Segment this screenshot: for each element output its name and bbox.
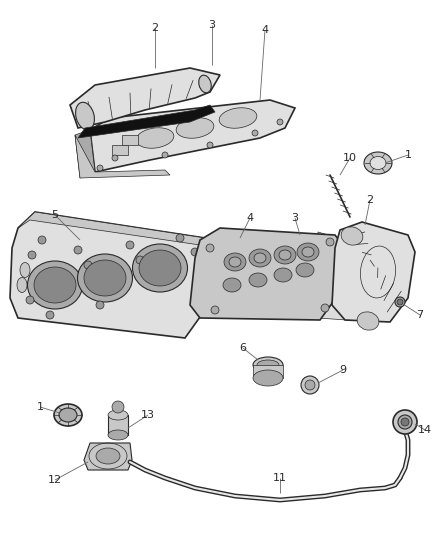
Ellipse shape <box>133 244 187 292</box>
Ellipse shape <box>296 263 314 277</box>
Text: 9: 9 <box>339 365 346 375</box>
Circle shape <box>395 297 405 307</box>
Text: 4: 4 <box>261 25 268 35</box>
Circle shape <box>252 130 258 136</box>
Text: 11: 11 <box>273 473 287 483</box>
Text: 5: 5 <box>52 210 59 220</box>
Text: 3: 3 <box>208 20 215 30</box>
Ellipse shape <box>176 118 214 138</box>
Ellipse shape <box>54 404 82 426</box>
Ellipse shape <box>199 75 211 93</box>
FancyBboxPatch shape <box>122 135 138 145</box>
Ellipse shape <box>139 250 181 286</box>
Ellipse shape <box>249 273 267 287</box>
Ellipse shape <box>249 249 271 267</box>
Circle shape <box>207 142 213 148</box>
Ellipse shape <box>341 227 363 245</box>
Polygon shape <box>10 212 218 338</box>
Polygon shape <box>310 232 398 322</box>
Text: 2: 2 <box>152 23 159 33</box>
Circle shape <box>305 380 315 390</box>
Circle shape <box>26 296 34 304</box>
Ellipse shape <box>274 268 292 282</box>
Polygon shape <box>84 443 132 470</box>
Circle shape <box>321 304 329 312</box>
Ellipse shape <box>253 357 283 373</box>
Ellipse shape <box>84 260 126 296</box>
Text: 14: 14 <box>418 425 432 435</box>
Circle shape <box>112 401 124 413</box>
Ellipse shape <box>357 312 379 330</box>
Circle shape <box>211 306 219 314</box>
Ellipse shape <box>274 246 296 264</box>
Ellipse shape <box>229 257 241 267</box>
Text: 1: 1 <box>36 402 43 412</box>
Polygon shape <box>75 130 95 178</box>
Circle shape <box>301 376 319 394</box>
Polygon shape <box>332 222 415 322</box>
Ellipse shape <box>96 448 120 464</box>
Ellipse shape <box>297 243 319 261</box>
Text: 7: 7 <box>417 310 424 320</box>
Text: 4: 4 <box>247 213 254 223</box>
Circle shape <box>397 299 403 305</box>
Ellipse shape <box>59 408 77 422</box>
Ellipse shape <box>76 102 95 130</box>
Polygon shape <box>70 68 220 128</box>
Text: 3: 3 <box>292 213 299 223</box>
Circle shape <box>38 236 46 244</box>
Circle shape <box>136 256 144 264</box>
Circle shape <box>393 410 417 434</box>
Ellipse shape <box>78 254 133 302</box>
Circle shape <box>126 241 134 249</box>
Polygon shape <box>18 212 218 255</box>
Circle shape <box>97 165 103 171</box>
Text: 6: 6 <box>240 343 247 353</box>
Ellipse shape <box>370 157 386 169</box>
Circle shape <box>176 234 184 242</box>
FancyBboxPatch shape <box>112 145 128 155</box>
Circle shape <box>398 415 412 429</box>
Ellipse shape <box>279 250 291 260</box>
Circle shape <box>46 311 54 319</box>
Ellipse shape <box>20 262 30 278</box>
Ellipse shape <box>364 152 392 174</box>
Ellipse shape <box>257 360 279 370</box>
Polygon shape <box>253 365 283 378</box>
Ellipse shape <box>253 370 283 386</box>
Circle shape <box>206 244 214 252</box>
Ellipse shape <box>17 278 27 293</box>
Polygon shape <box>190 228 345 320</box>
Ellipse shape <box>224 253 246 271</box>
Circle shape <box>277 119 283 125</box>
Circle shape <box>326 238 334 246</box>
Circle shape <box>74 246 82 254</box>
Ellipse shape <box>28 261 82 309</box>
Text: 2: 2 <box>367 195 374 205</box>
Polygon shape <box>90 100 295 172</box>
Ellipse shape <box>108 410 128 420</box>
Ellipse shape <box>136 128 174 148</box>
Ellipse shape <box>254 253 266 263</box>
Circle shape <box>191 248 199 256</box>
Circle shape <box>84 261 92 269</box>
Text: 10: 10 <box>343 153 357 163</box>
Ellipse shape <box>223 278 241 292</box>
Polygon shape <box>108 415 128 435</box>
Polygon shape <box>75 135 170 178</box>
Text: 12: 12 <box>48 475 62 485</box>
Ellipse shape <box>302 247 314 257</box>
Text: 1: 1 <box>405 150 411 160</box>
Polygon shape <box>78 105 215 138</box>
Circle shape <box>28 251 36 259</box>
Circle shape <box>162 152 168 158</box>
Ellipse shape <box>34 267 76 303</box>
Circle shape <box>96 301 104 309</box>
Text: 13: 13 <box>141 410 155 420</box>
Circle shape <box>112 155 118 161</box>
Circle shape <box>401 418 409 426</box>
Ellipse shape <box>219 108 257 128</box>
Ellipse shape <box>108 430 128 440</box>
